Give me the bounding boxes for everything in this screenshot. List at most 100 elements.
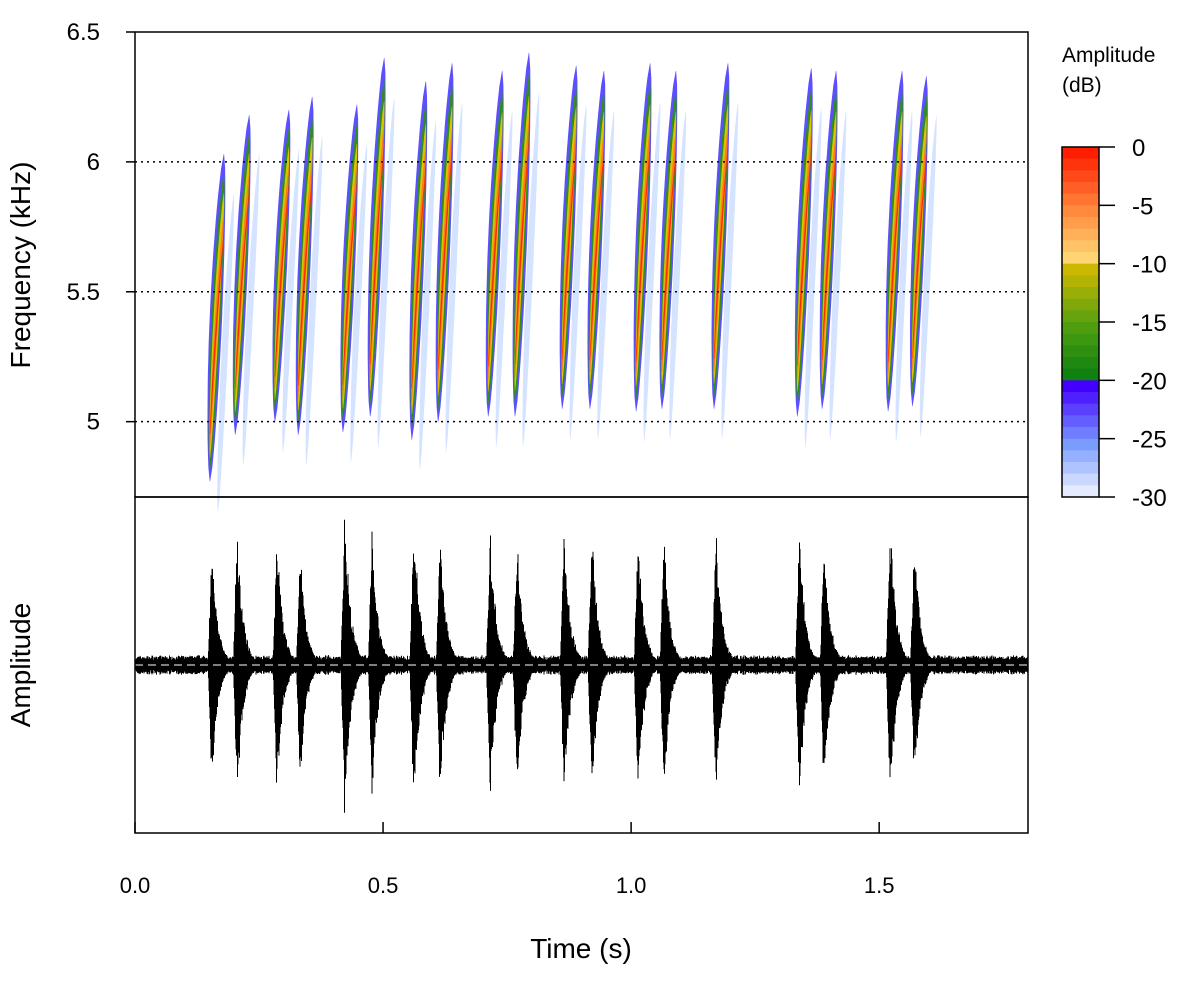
colorbar-step: [1062, 252, 1099, 265]
note-halo: [419, 121, 437, 470]
colorbar-step: [1062, 228, 1099, 241]
note-halo: [445, 103, 463, 452]
colorbar-tick-label: -20: [1132, 368, 1167, 395]
spectrogram-note: [232, 115, 260, 465]
colorbar-step: [1062, 240, 1099, 253]
note-halo: [569, 105, 587, 439]
colorbar-step: [1062, 147, 1099, 160]
colorbar-tick-label: -10: [1132, 252, 1167, 279]
oscillogram-y-axis-label: Amplitude: [5, 603, 36, 728]
colorbar-step: [1062, 298, 1099, 311]
spectrogram-note: [794, 68, 822, 447]
y-tick-label: 5: [87, 409, 100, 436]
note-intensity-layer: [589, 152, 605, 360]
colorbar-step: [1062, 438, 1099, 451]
frequency-gridlines: [135, 161, 1028, 423]
colorbar-step: [1062, 275, 1099, 288]
note-intensity-layer: [437, 149, 453, 370]
note-intensity-layer: [562, 148, 577, 360]
colorbar-step: [1062, 392, 1099, 405]
spectrogram-note: [295, 96, 323, 465]
note-intensity-layer: [298, 178, 313, 386]
note-halo: [305, 136, 323, 465]
spectrogram-notes: [207, 52, 937, 512]
colorbar-step: [1062, 322, 1099, 335]
colorbar-step: [1062, 473, 1099, 486]
colorbar-step: [1062, 182, 1099, 195]
colorbar: Amplitude (dB) 0 -5 -10 -15 -20 -25 -30: [1061, 44, 1167, 512]
note-intensity-layer: [661, 152, 677, 360]
note-halo: [829, 111, 847, 439]
spectrogram-note: [711, 63, 739, 439]
note-intensity-layer: [821, 152, 837, 360]
note-halo: [721, 103, 739, 439]
note-intensity-layer: [235, 191, 250, 389]
note-halo: [350, 144, 368, 463]
x-tick-label: 1.0: [616, 873, 647, 898]
colorbar-step: [1062, 368, 1099, 381]
spectrogram-note: [207, 154, 235, 512]
colorbar-step: [1062, 357, 1099, 370]
note-halo: [643, 103, 661, 442]
x-tick-label: 0.0: [120, 873, 151, 898]
spectrogram-note: [587, 71, 615, 439]
waveform-trace: [135, 519, 1028, 813]
colorbar-step: [1062, 485, 1099, 498]
colorbar-step: [1062, 415, 1099, 428]
y-tick-label: 6: [87, 149, 100, 176]
note-halo: [669, 111, 687, 439]
spectrogram-note: [512, 52, 540, 447]
colorbar-step: [1062, 450, 1099, 463]
note-intensity-layer: [713, 146, 729, 359]
spectrogram-note: [819, 71, 847, 439]
spectrogram-note: [910, 76, 937, 437]
spectrogram-note: [409, 81, 437, 470]
colorbar-step: [1062, 217, 1099, 230]
colorbar-step: [1062, 287, 1099, 300]
note-intensity-layer: [411, 167, 426, 389]
colorbar-step: [1062, 380, 1099, 393]
colorbar-tick-label: -15: [1132, 310, 1167, 337]
note-halo: [282, 149, 300, 452]
spectrogram-note: [272, 109, 300, 452]
colorbar-step: [1062, 193, 1099, 206]
note-intensity-layer: [887, 152, 903, 363]
note-intensity-layer: [514, 140, 530, 365]
note-halo: [242, 155, 260, 465]
spectrogram-note: [367, 58, 395, 447]
colorbar-step: [1062, 345, 1099, 358]
spectrogram-note: [633, 63, 661, 442]
oscillogram-waveform: [135, 519, 1028, 813]
colorbar-tick-label: 0: [1132, 135, 1145, 162]
y-tick-label: 6.5: [67, 19, 100, 46]
note-halo: [919, 116, 937, 437]
note-intensity-layer: [488, 153, 503, 367]
note-intensity-layer: [274, 184, 290, 377]
note-halo: [377, 98, 395, 447]
colorbar-step: [1062, 427, 1099, 440]
spectrogram-note: [435, 63, 463, 452]
spectrogram-y-axis-label: Frequency (kHz): [5, 162, 36, 369]
note-halo: [895, 111, 913, 442]
note-intensity-layer: [635, 146, 651, 362]
spectrogram-note: [885, 71, 913, 442]
colorbar-ticks: 0 -5 -10 -15 -20 -25 -30: [1099, 135, 1167, 512]
colorbar-step: [1062, 158, 1099, 171]
note-intensity-layer: [912, 155, 927, 359]
colorbar-tick-label: -25: [1132, 427, 1167, 454]
colorbar-step: [1062, 205, 1099, 218]
note-intensity-layer: [342, 183, 358, 385]
oscillogram-panel-frame: [134, 496, 1029, 834]
colorbar-step: [1062, 403, 1099, 416]
colorbar-steps: [1062, 147, 1099, 498]
spectrogram-note: [340, 104, 368, 463]
colorbar-step: [1062, 462, 1099, 475]
note-halo: [597, 111, 615, 439]
colorbar-title-unit: (dB): [1062, 74, 1102, 97]
spectrogram-note: [485, 71, 513, 447]
colorbar-step: [1062, 263, 1099, 276]
note-halo: [495, 111, 513, 447]
note-intensity-layer: [209, 232, 225, 435]
note-intensity-layer: [797, 151, 812, 367]
